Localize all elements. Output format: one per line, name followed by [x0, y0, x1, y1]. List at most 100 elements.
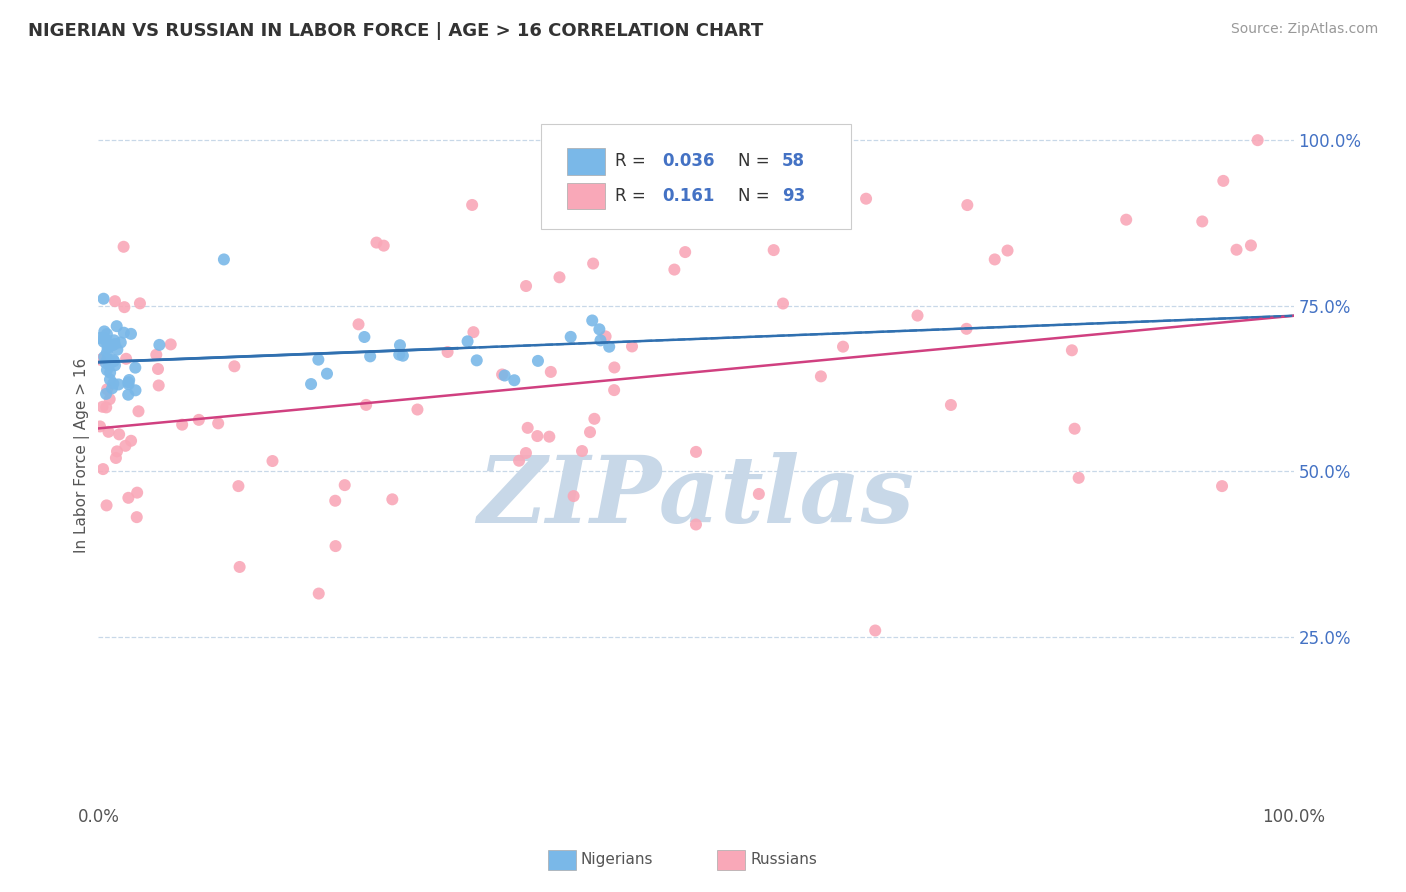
- Point: [515, 279, 537, 293]
- Point: [96, 401, 118, 415]
- Point: [603, 360, 626, 375]
- Bar: [567, 183, 605, 210]
- Point: [207, 417, 229, 431]
- Text: ZIPatlas: ZIPatlas: [478, 451, 914, 541]
- Point: [129, 296, 152, 310]
- Point: [366, 235, 388, 250]
- Point: [571, 444, 593, 458]
- Point: [381, 492, 404, 507]
- Point: [104, 359, 127, 373]
- Point: [125, 510, 148, 524]
- Point: [388, 338, 411, 352]
- Point: [955, 322, 977, 336]
- Point: [101, 381, 124, 395]
- Point: [97, 341, 120, 355]
- Point: [997, 244, 1019, 258]
- Point: [124, 384, 146, 398]
- Text: Nigerians: Nigerians: [581, 853, 654, 867]
- Point: [526, 429, 548, 443]
- Point: [772, 296, 794, 310]
- Point: [118, 373, 141, 387]
- Point: [98, 392, 121, 407]
- Point: [325, 539, 347, 553]
- Point: [103, 334, 125, 348]
- Point: [93, 325, 115, 339]
- Bar: [567, 148, 605, 175]
- Point: [1063, 422, 1085, 436]
- Point: [224, 359, 246, 374]
- Point: [762, 243, 785, 257]
- Point: [548, 270, 571, 285]
- Point: [984, 252, 1007, 267]
- Point: [540, 365, 562, 379]
- Text: 0.161: 0.161: [662, 187, 714, 205]
- Point: [1212, 174, 1234, 188]
- Point: [115, 351, 138, 366]
- Point: [105, 343, 128, 357]
- Point: [117, 388, 139, 402]
- Point: [120, 326, 142, 341]
- Point: [1211, 479, 1233, 493]
- Point: [373, 238, 395, 252]
- Point: [650, 188, 672, 202]
- Point: [110, 335, 132, 350]
- Point: [907, 309, 929, 323]
- Point: [685, 517, 707, 532]
- Point: [97, 425, 120, 439]
- Point: [581, 313, 603, 327]
- Text: 58: 58: [782, 153, 806, 170]
- Point: [101, 338, 124, 352]
- Point: [560, 330, 582, 344]
- Text: Russians: Russians: [751, 853, 818, 867]
- Point: [104, 450, 127, 465]
- Point: [463, 325, 485, 339]
- Point: [127, 485, 149, 500]
- Point: [583, 412, 606, 426]
- Text: N =: N =: [738, 187, 775, 205]
- Point: [685, 445, 707, 459]
- Point: [515, 446, 537, 460]
- Text: 0.036: 0.036: [662, 153, 716, 170]
- Point: [508, 454, 530, 468]
- Point: [145, 348, 167, 362]
- Point: [503, 373, 526, 387]
- Point: [810, 369, 832, 384]
- Point: [96, 351, 118, 366]
- Point: [94, 333, 117, 347]
- Point: [89, 419, 111, 434]
- Point: [392, 349, 415, 363]
- Point: [103, 353, 125, 368]
- Point: [103, 354, 125, 368]
- Point: [187, 413, 209, 427]
- Point: [1060, 343, 1083, 358]
- Point: [527, 354, 550, 368]
- Point: [579, 425, 602, 439]
- Text: N =: N =: [738, 153, 775, 170]
- Point: [105, 319, 128, 334]
- Point: [212, 252, 235, 267]
- Point: [354, 398, 377, 412]
- Point: [262, 454, 284, 468]
- Point: [146, 362, 169, 376]
- Point: [436, 345, 458, 359]
- Point: [105, 444, 128, 458]
- Point: [98, 366, 121, 380]
- Point: [148, 338, 170, 352]
- Point: [159, 337, 181, 351]
- Point: [117, 376, 139, 390]
- Point: [538, 430, 561, 444]
- Point: [588, 322, 610, 336]
- Point: [673, 245, 696, 260]
- Point: [117, 491, 139, 505]
- Point: [406, 402, 429, 417]
- Point: [359, 350, 381, 364]
- Point: [863, 624, 887, 638]
- Point: [120, 434, 142, 448]
- Point: [388, 348, 411, 362]
- Point: [96, 382, 118, 396]
- Point: [664, 262, 686, 277]
- Point: [1115, 212, 1137, 227]
- Point: [582, 256, 605, 270]
- Point: [117, 377, 139, 392]
- Point: [562, 489, 585, 503]
